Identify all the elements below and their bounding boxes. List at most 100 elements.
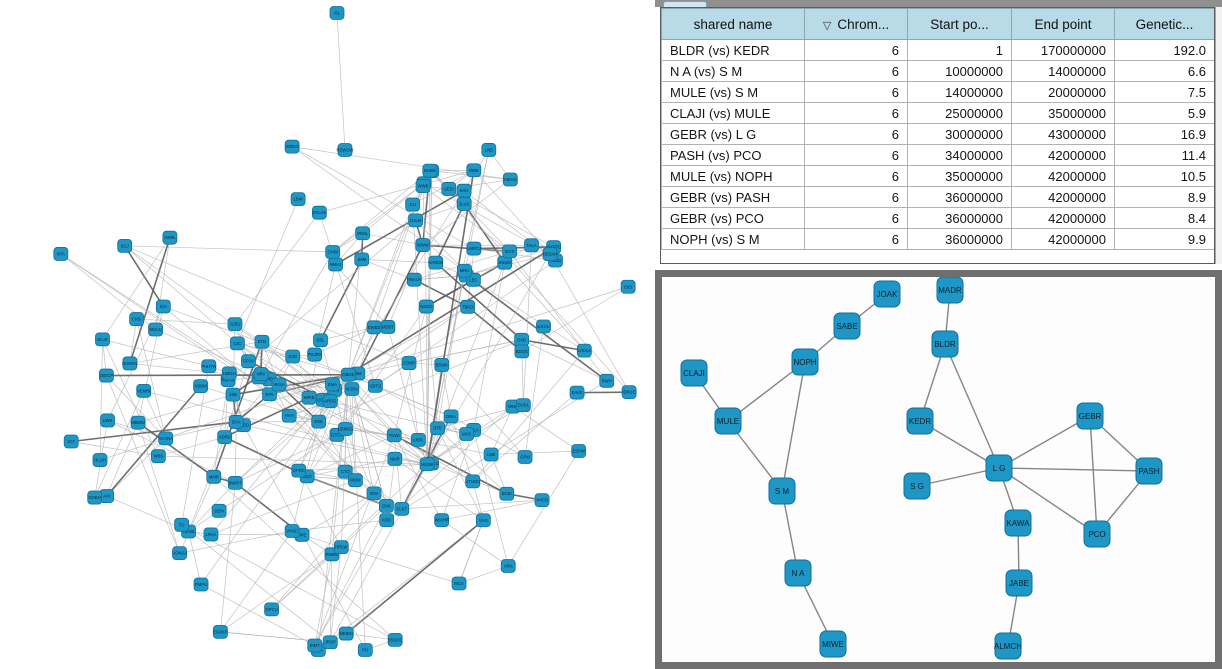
main-network-panel[interactable]: ISLRDWCWNMKJPBDDAAIHPEBSWKRKACOCIEIOVKUH… — [0, 0, 655, 669]
network-node[interactable]: GPRC — [291, 463, 307, 478]
network-edge[interactable] — [401, 499, 543, 510]
network-node[interactable]: WJOV — [344, 382, 360, 396]
network-edge[interactable] — [220, 530, 293, 633]
edge-table-row[interactable]: CLAJI (vs) MULE 6 25000000 35000000 5.9 — [661, 102, 1214, 124]
network-node[interactable]: MIWE — [819, 630, 847, 658]
network-edge[interactable] — [335, 189, 465, 266]
network-node[interactable]: GOEH — [87, 490, 103, 505]
network-edge[interactable] — [124, 245, 428, 465]
network-edge[interactable] — [301, 493, 375, 536]
network-node[interactable]: WWB — [415, 179, 431, 193]
network-edge[interactable] — [426, 246, 554, 465]
network-edge[interactable] — [291, 146, 475, 249]
network-node[interactable]: MAS — [459, 427, 475, 441]
network-edge[interactable] — [345, 428, 419, 441]
network-node[interactable]: HANDB — [428, 255, 443, 270]
network-node[interactable]: EGOKR — [213, 624, 228, 639]
network-edge[interactable] — [450, 416, 526, 458]
network-node[interactable]: KDD — [379, 513, 395, 528]
network-edge[interactable] — [329, 547, 342, 643]
column-header-shared-name[interactable]: shared name — [661, 8, 805, 40]
network-node[interactable]: SABE — [833, 312, 861, 340]
network-node[interactable]: NSDM — [193, 379, 209, 394]
network-node[interactable]: EHBB — [422, 163, 438, 178]
network-node[interactable]: MOM — [347, 473, 363, 488]
network-node[interactable]: RWH — [599, 373, 615, 388]
network-edge[interactable] — [179, 530, 293, 554]
network-node[interactable]: CPJV — [241, 354, 256, 369]
network-edge[interactable] — [158, 455, 428, 465]
network-node[interactable]: USMSG — [338, 422, 353, 436]
network-edge[interactable] — [298, 470, 342, 548]
network-edge[interactable] — [158, 436, 225, 457]
network-node[interactable]: ESPW — [571, 444, 587, 458]
edge-table-row[interactable]: MULE (vs) NOPH 6 35000000 42000000 10.5 — [661, 165, 1214, 187]
network-edge[interactable] — [351, 388, 366, 651]
network-node[interactable]: UOMJA — [172, 546, 187, 561]
network-node[interactable]: OJO — [285, 349, 301, 364]
network-edge[interactable] — [415, 220, 465, 271]
network-node[interactable]: HVH — [281, 408, 297, 423]
network-edge[interactable] — [450, 416, 474, 482]
network-edge[interactable] — [522, 245, 532, 406]
network-edge[interactable] — [357, 244, 424, 374]
network-edge[interactable] — [467, 306, 523, 353]
column-header-genetic[interactable]: Genetic... — [1114, 8, 1214, 40]
network-node[interactable]: ALMCH — [994, 632, 1022, 660]
network-node[interactable]: DVLAK — [311, 205, 327, 220]
network-edge[interactable] — [348, 204, 413, 375]
network-edge[interactable] — [319, 212, 376, 387]
network-node[interactable]: S G — [903, 472, 931, 500]
network-edge[interactable] — [329, 464, 428, 643]
network-edge[interactable] — [210, 479, 356, 535]
network-edge[interactable] — [341, 505, 387, 548]
network-node[interactable]: BLDR — [931, 330, 959, 358]
network-edge[interactable] — [340, 374, 349, 548]
network-edge[interactable] — [138, 394, 234, 423]
network-node[interactable]: ADRD — [217, 430, 233, 444]
network-node[interactable]: LMPCJ — [466, 241, 482, 256]
network-edge[interactable] — [998, 467, 1150, 472]
network-edge[interactable] — [441, 499, 543, 521]
network-node[interactable]: EMA — [325, 377, 340, 392]
network-edge[interactable] — [490, 406, 514, 455]
network-edge[interactable] — [507, 450, 579, 567]
network-node[interactable]: EIPI — [262, 387, 277, 402]
network-node[interactable]: VHSC — [284, 524, 300, 538]
edge-table-row[interactable]: GEBR (vs) PASH 6 36000000 42000000 8.9 — [661, 186, 1214, 208]
network-node[interactable]: LND — [481, 143, 497, 157]
network-edge[interactable] — [237, 343, 310, 398]
network-node[interactable]: VEMRI — [136, 383, 152, 398]
network-node[interactable]: JSB — [225, 387, 241, 402]
network-edge[interactable] — [136, 318, 235, 325]
network-edge[interactable] — [348, 190, 465, 375]
network-node[interactable]: OIDCP — [98, 368, 114, 383]
network-edge[interactable] — [213, 476, 396, 641]
network-edge[interactable] — [426, 170, 475, 465]
network-edge[interactable] — [332, 182, 425, 253]
network-node[interactable]: ISRDO — [284, 139, 300, 154]
network-node[interactable]: MRU — [456, 263, 472, 278]
table-scrollbar-track[interactable] — [1215, 7, 1222, 264]
network-node[interactable]: L G — [985, 454, 1013, 482]
edge-table-row[interactable]: MULE (vs) S M 6 14000000 20000000 7.5 — [661, 81, 1214, 103]
network-node[interactable]: RBM — [466, 163, 482, 178]
network-node[interactable]: NMKJ — [328, 257, 343, 272]
network-edge[interactable] — [319, 259, 363, 341]
network-node[interactable]: MCV — [451, 576, 467, 591]
network-node[interactable]: EWED — [366, 320, 382, 335]
network-node[interactable]: DAA — [228, 415, 244, 429]
edge-table-row[interactable]: N A (vs) S M 6 10000000 14000000 6.6 — [661, 60, 1214, 82]
edge-table-row[interactable]: NOPH (vs) S M 6 36000000 42000000 9.9 — [661, 228, 1214, 250]
network-edge[interactable] — [237, 342, 293, 357]
network-node[interactable]: ETD — [254, 334, 270, 349]
network-edge[interactable] — [179, 476, 215, 554]
network-edge[interactable] — [291, 146, 465, 272]
network-node[interactable]: MMR — [206, 469, 222, 484]
network-node[interactable]: JUEU — [227, 317, 243, 332]
network-node[interactable]: UEDI — [441, 182, 457, 196]
network-edge[interactable] — [106, 375, 166, 439]
network-node[interactable]: SNUM — [497, 255, 513, 270]
network-edge[interactable] — [200, 374, 349, 585]
network-node[interactable]: UJC — [229, 336, 245, 351]
